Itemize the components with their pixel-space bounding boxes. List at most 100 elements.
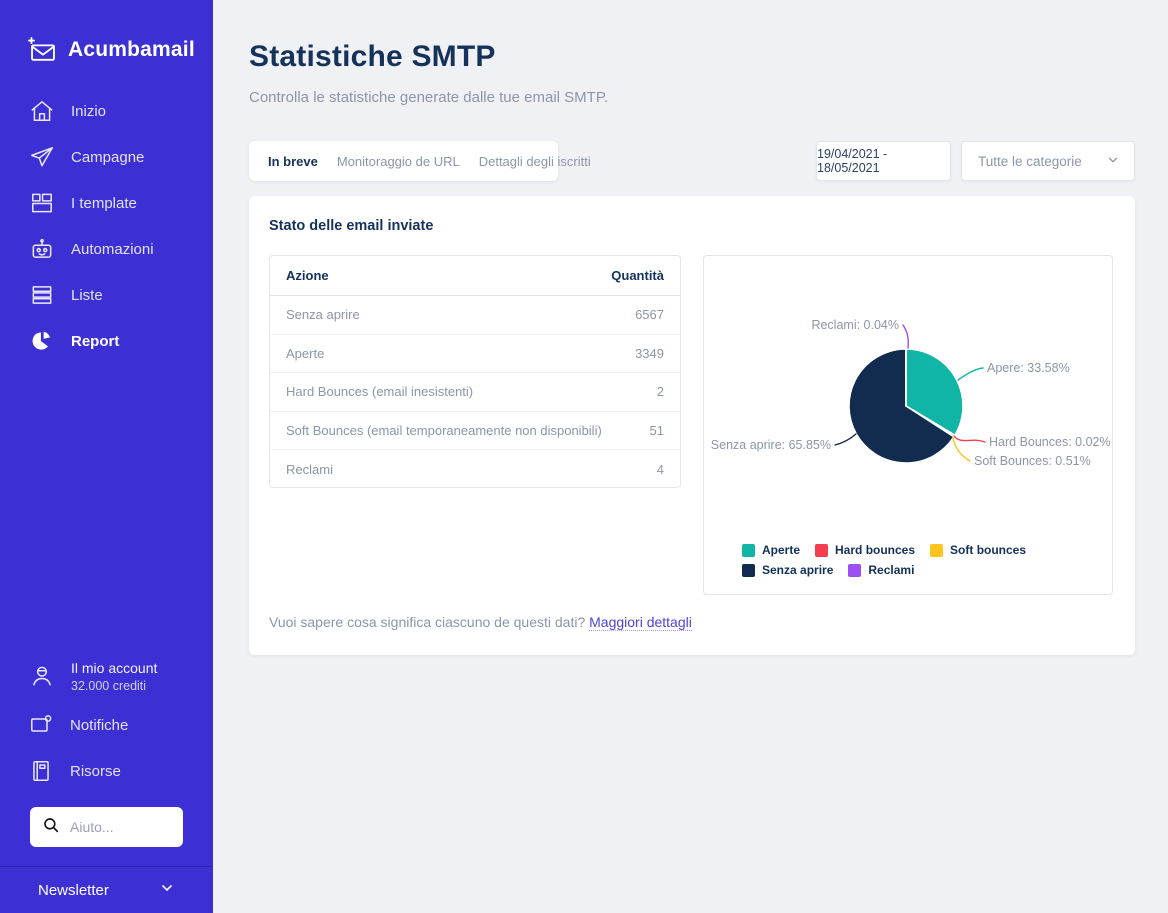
tab-monitoraggio-url[interactable]: Monitoraggio de URL <box>336 153 460 169</box>
maggiori-dettagli-link[interactable]: Maggiori dettagli <box>589 614 692 631</box>
paper-plane-icon <box>28 144 55 170</box>
sidebar-nav: Inizio Campagne I template <box>0 88 213 364</box>
card-title: Stato delle email inviate <box>269 218 434 234</box>
search-icon <box>42 816 60 839</box>
pie-chart: Apere: 33.58% Hard Bounces: 0.02% Soft Bou… <box>711 318 1111 468</box>
sidebar-item-report[interactable]: Report <box>0 318 213 364</box>
tab-dettagli-iscritti[interactable]: Dettagli degli iscritti <box>478 153 591 169</box>
callout-label: Hard Bounces: 0.02% <box>989 435 1111 449</box>
sidebar-bottom: Il mio account 32.000 crediti Notifiche … <box>0 650 213 847</box>
row-value: 2 <box>656 384 664 400</box>
row-value: 4 <box>656 461 664 477</box>
table-header-row: Azione Quantità <box>270 256 680 296</box>
pie-chart-panel: Apere: 33.58% Hard Bounces: 0.02% Soft Bou… <box>703 255 1113 595</box>
page-title: Statistiche SMTP <box>249 40 496 73</box>
legend-swatch <box>930 543 944 557</box>
table-row: Soft Bounces (email temporaneamente non … <box>270 412 680 450</box>
row-value: 3349 <box>635 345 664 361</box>
robot-icon <box>28 236 55 262</box>
sidebar-item-notifiche[interactable]: Notifiche <box>0 702 213 748</box>
callout-leader-line <box>957 367 984 381</box>
notification-icon <box>28 712 54 738</box>
callout-leader-line <box>902 324 909 349</box>
callout-label: Apere: 33.58% <box>987 361 1070 375</box>
legend-swatch <box>848 563 862 577</box>
row-label: Soft Bounces (email temporaneamente non … <box>286 422 602 438</box>
chevron-down-icon <box>1106 153 1120 170</box>
row-label: Aperte <box>286 345 325 361</box>
legend-item-senza-aprire: Senza aprire <box>742 563 833 577</box>
sidebar-item-label: Automazioni <box>71 240 154 258</box>
home-icon <box>28 98 55 124</box>
newsletter-toggle[interactable]: Newsletter <box>0 866 213 913</box>
date-range-value: 19/04/2021 - 18/05/2021 <box>817 147 888 175</box>
user-icon <box>28 663 55 689</box>
email-status-card: Stato delle email inviate Azione Quantit… <box>249 196 1135 655</box>
page-subtitle: Controlla le statistiche generate dalle … <box>249 89 609 106</box>
sidebar-item-label: Notifiche <box>70 716 129 734</box>
sidebar-item-label: Risorse <box>70 762 121 780</box>
sidebar-item-inizio[interactable]: Inizio <box>0 88 213 134</box>
sidebar-item-label: I template <box>71 194 137 212</box>
callout-label: Senza aprire: 65.85% <box>711 438 831 452</box>
legend-item-aperte: Aperte <box>742 543 800 557</box>
sidebar-item-label: Inizio <box>71 102 107 120</box>
sidebar-item-label: Campagne <box>71 148 145 166</box>
account-credits: 32.000 crediti <box>71 678 147 693</box>
callout-label: Soft Bounces: 0.51% <box>974 454 1091 468</box>
sidebar-item-liste[interactable]: Liste <box>0 272 213 318</box>
envelope-sparkle-icon <box>28 36 58 64</box>
col-azione: Azione <box>286 268 329 283</box>
card-footer: Vuoi sapere cosa significa ciascuno de q… <box>269 614 692 631</box>
tab-in-breve[interactable]: In breve <box>268 153 318 169</box>
sidebar-item-campagne[interactable]: Campagne <box>0 134 213 180</box>
callout-leader-line <box>952 437 971 462</box>
sidebar-item-risorse[interactable]: Risorse <box>0 748 213 794</box>
template-layout-icon <box>28 190 55 216</box>
legend-swatch <box>742 543 755 557</box>
logo[interactable]: Acumbamail <box>0 0 213 64</box>
legend-swatch <box>815 543 829 557</box>
book-icon <box>28 758 54 784</box>
sidebar-item-account[interactable]: Il mio account 32.000 crediti <box>0 650 213 702</box>
help-search-box[interactable] <box>30 807 183 847</box>
sidebar-item-template[interactable]: I template <box>0 180 213 226</box>
category-select[interactable]: Tutte le categorie <box>961 141 1135 181</box>
email-status-table: Azione Quantità Senza aprire 6567 Aperte… <box>269 255 681 488</box>
logo-text: Acumbamail <box>68 38 195 61</box>
help-search-input[interactable] <box>70 819 170 835</box>
sidebar-item-label: Liste <box>71 286 103 304</box>
table-row: Senza aprire 6567 <box>270 296 680 335</box>
list-icon <box>28 282 55 308</box>
account-label: Il mio account <box>71 659 158 676</box>
legend-item-reclami: Reclami <box>848 563 914 577</box>
callout-leader-line <box>953 435 986 443</box>
footer-question: Vuoi sapere cosa significa ciascuno de q… <box>269 614 586 630</box>
table-row: Hard Bounces (email inesistenti) 2 <box>270 373 680 412</box>
row-value: 51 <box>649 422 664 438</box>
pie-chart-icon <box>28 328 55 354</box>
legend-item-soft-bounces: Soft bounces <box>930 543 1026 557</box>
legend-swatch <box>742 563 755 577</box>
callout-label: Reclami: 0.04% <box>811 318 899 332</box>
table-row: Aperte 3349 <box>270 335 680 373</box>
newsletter-label: Newsletter <box>38 881 109 899</box>
chart-legend: Aperte Hard bounces Soft bounces Senza a… <box>742 543 1092 577</box>
legend-item-hard-bounces: Hard bounces <box>815 543 915 557</box>
table-row: Reclami 4 <box>270 450 680 487</box>
chevron-down-icon <box>159 880 175 901</box>
date-range-picker[interactable]: 19/04/2021 - 18/05/2021 <box>816 141 951 181</box>
sidebar: Acumbamail Inizio Campagne <box>0 0 213 913</box>
row-value: 6567 <box>635 307 664 323</box>
row-label: Reclami <box>286 461 333 477</box>
category-value: Tutte le categorie <box>978 153 1082 169</box>
tab-bar: In breve Monitoraggio de URL Dettagli de… <box>249 141 591 181</box>
sidebar-item-label: Report <box>71 332 120 350</box>
row-label: Hard Bounces (email inesistenti) <box>286 384 474 400</box>
callout-leader-line <box>834 433 857 446</box>
row-label: Senza aprire <box>286 307 360 323</box>
col-quantita: Quantità <box>611 268 664 283</box>
main-content: Statistiche SMTP Controlla le statistich… <box>213 0 1168 913</box>
sidebar-item-automazioni[interactable]: Automazioni <box>0 226 213 272</box>
